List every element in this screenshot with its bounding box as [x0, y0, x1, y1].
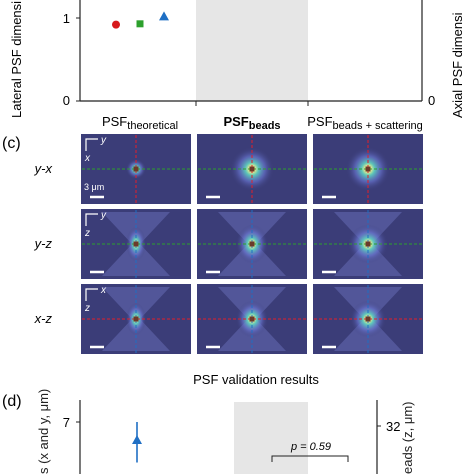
psf-center-r1-c1	[249, 241, 255, 247]
axis-glyph-v-r2: z	[84, 303, 90, 314]
panel-b-points	[112, 11, 169, 29]
psf-center-r0-c2	[365, 166, 371, 172]
panel-d-shaded-column	[234, 402, 308, 474]
x-tick-label-beads-scattering-main: PSF	[307, 114, 332, 129]
data-point-triangle-2	[159, 11, 169, 21]
panel-d-left-y-axis-label-text: s (x and y, μm)	[36, 389, 51, 474]
panel-d-label: (d)	[2, 393, 22, 410]
axis-arrow-icon-r1	[85, 213, 98, 226]
right-y-axis-label: Axial PSF dimensi	[450, 12, 465, 118]
x-tick-label-beads-scattering-sub: beads + scattering	[333, 120, 423, 132]
panel-d-y-tick-label-7: 7	[63, 415, 70, 430]
row-label-y-z: y-z	[34, 236, 53, 251]
psf-center-r2-c1	[249, 316, 255, 322]
panel-c-label: (c)	[2, 135, 21, 152]
psf-center-r1-c0	[133, 241, 139, 247]
x-tick-label-theoretical-sub: theoretical	[127, 120, 178, 132]
axis-glyph-v-r0: x	[84, 153, 91, 164]
shaded-column-psf-beads	[196, 0, 308, 101]
axis-glyph-h-r2: x	[100, 285, 107, 296]
panel-d-points	[132, 422, 142, 463]
x-tick-label-theoretical-main: PSF	[102, 114, 127, 129]
axis-arrow-icon-r0	[85, 138, 98, 151]
x-tick-label-beads-sub: beads	[249, 120, 281, 132]
x-tick-label-theoretical: PSFtheoretical	[102, 114, 178, 132]
row-label-x-z: x-z	[34, 311, 53, 326]
row-label-y-x: y-x	[34, 161, 53, 176]
x-tick-label-beads: PSFbeads	[223, 114, 280, 132]
panel-d-right-y-tick-label-32: 32	[386, 419, 400, 434]
psf-center-r2-c0	[133, 316, 139, 322]
axis-glyph-h-r1: y	[100, 210, 107, 221]
data-point-circle-0	[112, 20, 120, 29]
p-value-annotation: p = 0.59	[290, 441, 331, 453]
panel-d-left-y-axis-label: s (x and y, μm)	[36, 389, 51, 474]
panel-d-chart: PSF validation results 7 32 s (x and y, …	[36, 372, 415, 474]
y-tick-label-1: 1	[63, 11, 70, 26]
x-tick-label-beads-main: PSF	[223, 114, 248, 129]
panel-d-right-y-axis-label: eads (z, μm)	[400, 401, 415, 474]
right-y-tick-label-0: 0	[428, 93, 435, 108]
data-point-triangle-0	[132, 435, 142, 444]
panel-d-title: PSF validation results	[193, 372, 319, 387]
axis-glyph-h-r0: y	[100, 135, 107, 146]
p-value-bracket	[271, 455, 349, 462]
psf-center-r1-c2	[365, 241, 371, 247]
left-y-axis-label: Lateral PSF dimensi	[9, 1, 24, 118]
y-tick-label-0: 0	[63, 93, 70, 108]
axis-glyph-v-r1: z	[84, 228, 90, 239]
x-tick-label-beads-scattering: PSFbeads + scattering	[307, 114, 423, 132]
panel-b-chart: 1 0 0 Lateral PSF dimensi Axial PSF dime…	[9, 0, 465, 132]
data-point-square-1	[136, 20, 144, 28]
psf-center-r2-c2	[365, 316, 371, 322]
psf-center-r0-c1	[249, 166, 255, 172]
scale-bar-label: 3 μm	[84, 182, 104, 192]
axis-arrow-icon-r2	[85, 288, 98, 301]
psf-center-r0-c0	[133, 166, 139, 172]
panel-d-right-y-axis-label-text: eads (z, μm)	[400, 401, 415, 474]
